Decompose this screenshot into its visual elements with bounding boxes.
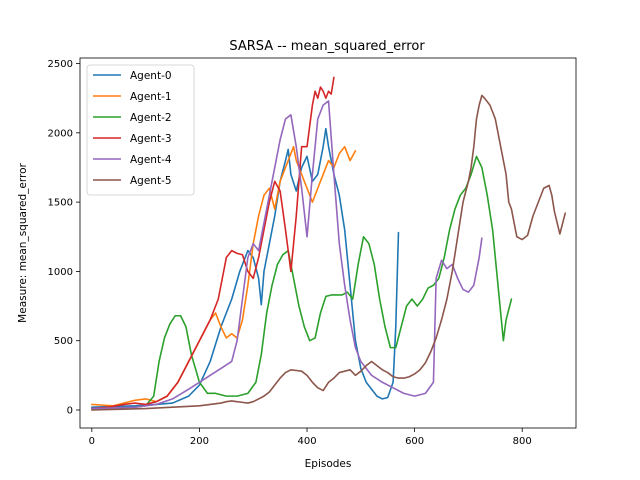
legend-label-1: Agent-1 — [130, 91, 172, 103]
legend-label-5: Agent-5 — [130, 175, 172, 187]
axes-layer — [79, 57, 577, 429]
y-axis-label: Measure: mean_squared_error — [17, 163, 29, 323]
x-tick-label-2: 400 — [297, 436, 316, 447]
x-tick-label-1: 200 — [190, 436, 209, 447]
series-line-0 — [91, 127, 400, 409]
y-tick-label-3: 1500 — [48, 198, 73, 209]
y-tick-label-0: 0 — [67, 405, 73, 416]
y-tick-label-5: 2500 — [48, 59, 73, 70]
legend-label-4: Agent-4 — [130, 154, 172, 166]
series-layer — [91, 76, 567, 411]
x-axis-label: Episodes — [305, 458, 352, 470]
plot-frame — [79, 57, 577, 429]
y-tick-label-1: 500 — [54, 336, 73, 347]
legend-label-2: Agent-2 — [130, 112, 172, 124]
legend-label-3: Agent-3 — [130, 133, 172, 145]
chart-title: SARSA -- mean_squared_error — [229, 39, 425, 54]
y-tick-label-2: 1000 — [48, 267, 73, 278]
series-line-3 — [91, 76, 335, 410]
y-axis-ticks: 0 500 1000 1500 2000 2500 — [48, 59, 80, 416]
series-line-5 — [91, 94, 567, 411]
series-line-4 — [91, 100, 483, 410]
x-tick-label-0: 0 — [89, 436, 95, 447]
legend-frame — [86, 64, 195, 196]
x-tick-label-3: 600 — [405, 436, 424, 447]
x-axis-ticks: 0 200 400 600 800 — [89, 428, 532, 447]
legend-label-0: Agent-0 — [130, 70, 172, 82]
x-tick-label-4: 800 — [513, 436, 532, 447]
legend: Agent-0 Agent-1 Agent-2 Agent-3 Agent-4 Agent… — [86, 64, 195, 196]
y-tick-label-4: 2000 — [48, 128, 73, 139]
